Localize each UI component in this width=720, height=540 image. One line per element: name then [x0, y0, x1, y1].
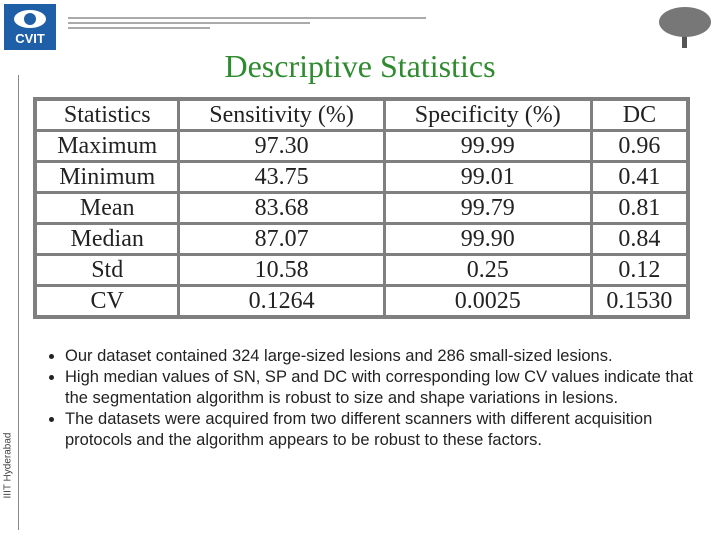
- table-row: CV 0.1264 0.0025 0.1530: [33, 284, 690, 319]
- table-cell: 97.30: [177, 129, 386, 163]
- table-cell: 0.41: [589, 160, 690, 194]
- table-cell: 0.81: [589, 191, 690, 225]
- table-row: Minimum 43.75 99.01 0.41: [33, 160, 690, 194]
- logo-pupil: [24, 13, 36, 25]
- table-cell: 0.1264: [177, 284, 386, 319]
- table-cell: 99.01: [382, 160, 593, 194]
- table-cell: Mean: [33, 191, 181, 225]
- logo: CVIT: [4, 4, 56, 50]
- side-rule: [18, 75, 19, 530]
- table-cell: 0.12: [589, 253, 690, 287]
- table-cell: 87.07: [177, 222, 386, 256]
- header-cell: Sensitivity (%): [177, 97, 386, 132]
- table-cell: 99.79: [382, 191, 593, 225]
- table-cell: Minimum: [33, 160, 181, 194]
- trunk: [682, 28, 687, 48]
- table-cell: 99.90: [382, 222, 593, 256]
- table-cell: Maximum: [33, 129, 181, 163]
- table-row: Mean 83.68 99.79 0.81: [33, 191, 690, 225]
- table-cell: 0.1530: [589, 284, 690, 319]
- header-lines: [68, 17, 426, 29]
- table-cell: 0.25: [382, 253, 593, 287]
- header-cell: DC: [589, 97, 690, 132]
- bullet: The datasets were acquired from two diff…: [65, 409, 715, 451]
- table-row: Maximum 97.30 99.99 0.96: [33, 129, 690, 163]
- table-cell: CV: [33, 284, 181, 319]
- table-row: Std 10.58 0.25 0.12: [33, 253, 690, 287]
- side-label: IIIT Hyderabad: [2, 432, 14, 499]
- table-cell: 0.0025: [382, 284, 593, 319]
- bullet: High median values of SN, SP and DC with…: [65, 367, 715, 409]
- table-cell: 10.58: [177, 253, 386, 287]
- table-cell: Median: [33, 222, 181, 256]
- bullet: Our dataset contained 324 large-sized le…: [65, 346, 715, 367]
- logo-text: CVIT: [15, 31, 45, 46]
- table-cell: 0.96: [589, 129, 690, 163]
- header-cell: Specificity (%): [382, 97, 593, 132]
- header-row: Statistics Sensitivity (%) Specificity (%)…: [33, 97, 690, 132]
- canopy: [659, 7, 711, 37]
- table-cell: 43.75: [177, 160, 386, 194]
- header-cell: Statistics: [33, 97, 181, 132]
- table-cell: Std: [33, 253, 181, 287]
- slide-title: Descriptive Statistics: [224, 48, 496, 84]
- stats-table: Statistics Sensitivity (%) Specificity (%)…: [33, 97, 690, 319]
- tree-icon: [659, 7, 711, 48]
- table-cell: 83.68: [177, 191, 386, 225]
- table-cell: 0.84: [589, 222, 690, 256]
- table-row: Median 87.07 99.90 0.84: [33, 222, 690, 256]
- table-cell: 99.99: [382, 129, 593, 163]
- bullet-list: Our dataset contained 324 large-sized le…: [45, 346, 715, 451]
